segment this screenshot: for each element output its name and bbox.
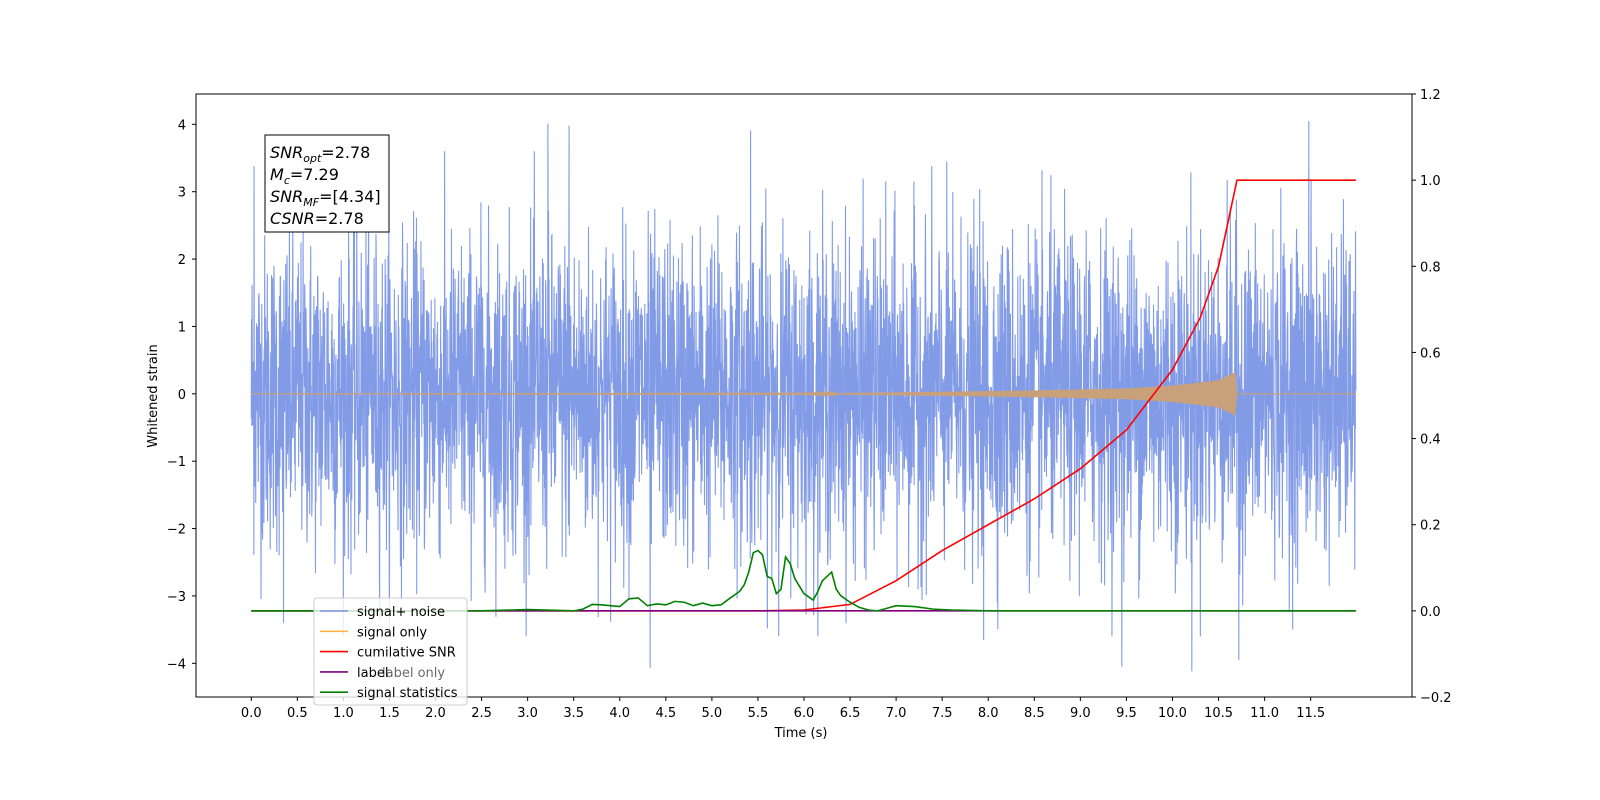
y2-tick-label: 1.2: [1420, 88, 1441, 103]
x-tick-label: 3.0: [517, 706, 538, 721]
y-tick-label: 2: [178, 253, 186, 268]
annotation-line: CSNR=2.78: [270, 209, 364, 228]
x-tick-label: 11.0: [1250, 706, 1279, 721]
x-tick-label: 8.5: [1024, 706, 1045, 721]
series-signal-noise: [250, 120, 1357, 672]
y2-tick-label: 0.2: [1420, 519, 1441, 534]
x-tick-label: 0.0: [241, 706, 262, 721]
annotation-line: Mc=7.29: [270, 165, 339, 187]
y2-tick-label: 0.8: [1420, 260, 1441, 275]
series-cumilative-snr: [251, 179, 1356, 612]
y-tick-label: −2: [167, 523, 186, 538]
x-tick-label: 1.0: [333, 706, 354, 721]
y-tick-label: 0: [178, 388, 186, 403]
x-tick-label: 6.5: [840, 706, 861, 721]
x-tick-label: 6.0: [794, 706, 815, 721]
y-tick-label: −1: [167, 455, 186, 470]
x-tick-label: 7.0: [886, 706, 907, 721]
x-tick-label: 5.5: [748, 706, 769, 721]
x-tick-label: 0.5: [287, 706, 308, 721]
x-tick-label: 1.5: [379, 706, 400, 721]
x-tick-label: 7.5: [932, 706, 953, 721]
x-tick-label: 3.5: [563, 706, 584, 721]
x-tick-label: 9.0: [1070, 706, 1091, 721]
x-axis-label: Time (s): [774, 726, 828, 741]
series-layer: [250, 120, 1357, 672]
x-tick-label: 10.5: [1204, 706, 1233, 721]
x-tick-label: 4.0: [609, 706, 630, 721]
x-axis: 0.0 0.5 1.0 1.5 2.0 2.5 3.0 3.5 4.0 4.5 5.0 5.5 6.0 6…: [241, 697, 1325, 721]
y-axis-right: −0.2 0.0 0.2 0.4 0.6 0.8 1.0 1.2: [1412, 88, 1452, 706]
legend-label: cumilative SNR: [357, 646, 456, 661]
legend-frame: [313, 597, 468, 706]
y-tick-label: 3: [178, 186, 186, 201]
legend-label: label: [357, 666, 388, 681]
x-tick-label: 2.5: [471, 706, 492, 721]
legend-faded-label: label only: [382, 666, 445, 681]
legend: signal+ noise signal only cumilative SNR la…: [313, 597, 468, 706]
legend-label: signal only: [357, 625, 427, 640]
y2-tick-label: 0.0: [1420, 605, 1441, 620]
series-signal-statistics: [251, 549, 1356, 612]
annotation-line: SNRMF=[4.34]: [270, 187, 381, 209]
y-axis-label: Whitened strain: [146, 344, 161, 447]
x-tick-label: 9.5: [1116, 706, 1137, 721]
annotation-frame: [264, 134, 390, 233]
x-tick-label: 5.0: [702, 706, 723, 721]
y2-tick-label: 0.4: [1420, 433, 1441, 448]
legend-label: signal+ noise: [357, 605, 445, 620]
series-signal-only: [251, 372, 1356, 416]
y-tick-label: 4: [178, 118, 186, 133]
y2-tick-label: −0.2: [1420, 691, 1452, 706]
y-tick-label: 1: [178, 320, 186, 335]
y2-tick-label: 0.6: [1420, 346, 1441, 361]
x-tick-label: 10.0: [1158, 706, 1187, 721]
y-tick-label: −4: [167, 657, 186, 672]
annotation-line: SNRopt=2.78: [270, 143, 370, 165]
x-tick-label: 8.0: [978, 706, 999, 721]
y-axis-left: −4 −3 −2 −1 0 1 2 3 4: [167, 118, 196, 672]
x-tick-label: 2.0: [425, 706, 446, 721]
y-tick-label: −3: [167, 590, 186, 605]
legend-label: signal statistics: [357, 686, 458, 701]
y2-tick-label: 1.0: [1420, 174, 1441, 189]
x-tick-label: 11.5: [1296, 706, 1325, 721]
x-tick-label: 4.5: [655, 706, 676, 721]
